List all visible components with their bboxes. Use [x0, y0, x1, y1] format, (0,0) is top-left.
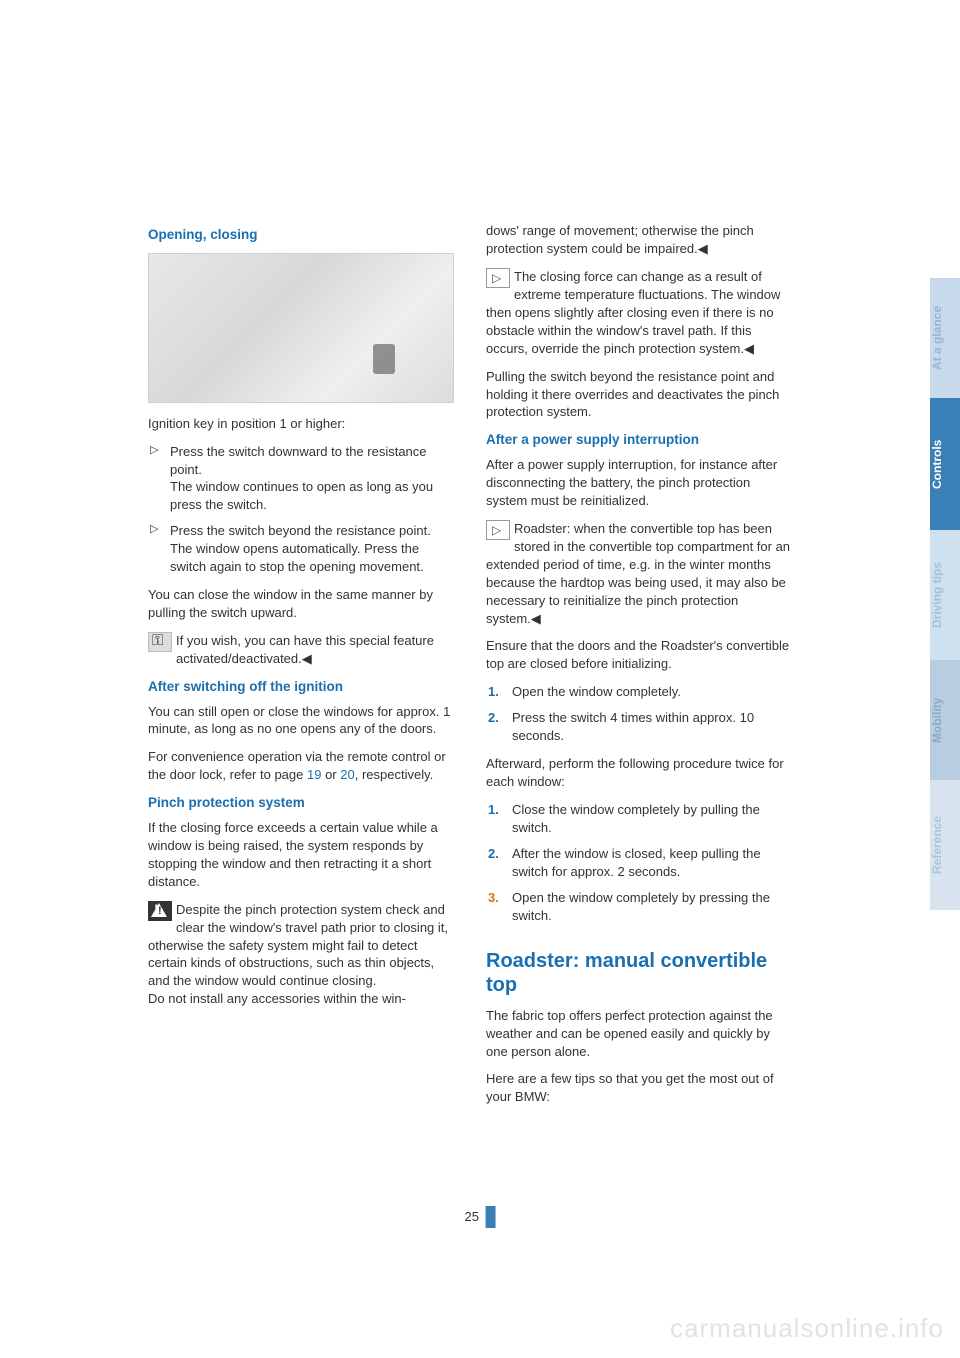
note-icon — [486, 520, 510, 540]
init-steps-1: 1.Open the window completely. 2.Press th… — [486, 683, 792, 745]
after-off-paragraph: You can still open or close the windows … — [148, 703, 454, 739]
step-text: Press the switch 4 times within approx. … — [512, 710, 754, 743]
warning-text-2: Do not install any accessories within th… — [148, 991, 406, 1006]
afterward-paragraph: Afterward, perform the following procedu… — [486, 755, 792, 791]
note-temperature: The closing force can change as a result… — [486, 268, 792, 358]
tab-controls[interactable]: Controls — [930, 398, 960, 530]
step-text: Close the window completely by pulling t… — [512, 802, 760, 835]
warning-icon: ! — [148, 901, 172, 921]
key-icon — [148, 632, 172, 652]
list-item: 2.Press the switch 4 times within approx… — [486, 709, 792, 745]
init-steps-2: 1.Close the window completely by pulling… — [486, 801, 792, 925]
close-same-manner: You can close the window in the same man… — [148, 586, 454, 622]
warning-text: Despite the pinch protection system chec… — [148, 902, 448, 989]
page-link-20[interactable]: 20 — [340, 767, 354, 782]
page-link-19[interactable]: 19 — [307, 767, 321, 782]
list-item: Press the switch beyond the resistance p… — [148, 522, 454, 576]
step-text: Open the window completely. — [512, 684, 681, 699]
step-text: After the window is closed, keep pulling… — [512, 846, 761, 879]
right-column: dows' range of movement; otherwise the p… — [486, 222, 792, 1116]
tab-reference[interactable]: Reference — [930, 780, 960, 910]
note-icon — [486, 268, 510, 288]
note-text: The closing force can change as a result… — [486, 269, 780, 356]
note-roadster: Roadster: when the convertible top has b… — [486, 520, 792, 628]
bullet-text-a: Press the switch beyond the resistance p… — [170, 523, 431, 538]
bullet-text-b: The window continues to open as long as … — [170, 479, 433, 512]
ensure-paragraph: Ensure that the doors and the Roadster's… — [486, 637, 792, 673]
warning-block: ! Despite the pinch protection system ch… — [148, 901, 454, 1009]
figure-window-switch — [148, 253, 454, 403]
page-number-mark — [485, 1206, 495, 1228]
page-number-wrap: 25 — [465, 1206, 496, 1228]
heading-pinch-protection: Pinch protection system — [148, 794, 454, 813]
list-item: 2.After the window is closed, keep pulli… — [486, 845, 792, 881]
conv-text-b: , respectively. — [355, 767, 434, 782]
heading-opening-closing: Opening, closing — [148, 226, 454, 245]
pull-override-paragraph: Pulling the switch beyond the resistance… — [486, 368, 792, 422]
step-text: Open the window completely by pressing t… — [512, 890, 770, 923]
left-column: Opening, closing Ignition key in positio… — [148, 222, 454, 1116]
page: Opening, closing Ignition key in positio… — [0, 0, 960, 1358]
content-area: Opening, closing Ignition key in positio… — [148, 222, 792, 1116]
roadster-p1: The fabric top offers perfect protection… — [486, 1007, 792, 1061]
list-item: 1.Close the window completely by pulling… — [486, 801, 792, 837]
heading-roadster-convertible-top: Roadster: manual convertible top — [486, 949, 792, 997]
list-item: 3.Open the window completely by pressing… — [486, 889, 792, 925]
tab-at-a-glance[interactable]: At a glance — [930, 278, 960, 398]
list-item: Press the switch downward to the resista… — [148, 443, 454, 515]
side-tabs: At a glance Controls Driving tips Mobili… — [930, 278, 960, 910]
convenience-op-paragraph: For convenience operation via the remote… — [148, 748, 454, 784]
note-text: Roadster: when the convertible top has b… — [486, 521, 790, 626]
open-bullet-list: Press the switch downward to the resista… — [148, 443, 454, 577]
special-feature-text: If you wish, you can have this special f… — [176, 633, 434, 666]
bullet-text-b: The window opens automatically. Press th… — [170, 541, 424, 574]
special-feature-note: If you wish, you can have this special f… — [148, 632, 454, 668]
roadster-p2: Here are a few tips so that you get the … — [486, 1070, 792, 1106]
continuation-paragraph: dows' range of movement; otherwise the p… — [486, 222, 792, 258]
list-item: 1.Open the window completely. — [486, 683, 792, 701]
ignition-intro: Ignition key in position 1 or higher: — [148, 415, 454, 433]
bullet-text-a: Press the switch downward to the resista… — [170, 444, 427, 477]
page-number: 25 — [465, 1209, 479, 1224]
conv-text-mid: or — [321, 767, 340, 782]
after-power-paragraph: After a power supply interruption, for i… — [486, 456, 792, 510]
tab-mobility[interactable]: Mobility — [930, 660, 960, 780]
watermark: carmanualsonline.info — [670, 1313, 944, 1344]
heading-after-power-interruption: After a power supply interruption — [486, 431, 792, 450]
tab-driving-tips[interactable]: Driving tips — [930, 530, 960, 660]
heading-after-ignition-off: After switching off the ignition — [148, 678, 454, 697]
pinch-paragraph: If the closing force exceeds a certain v… — [148, 819, 454, 891]
